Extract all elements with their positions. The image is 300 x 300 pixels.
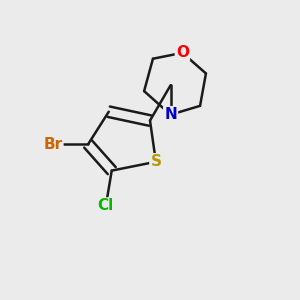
- Text: N: N: [164, 107, 177, 122]
- Text: Br: Br: [43, 136, 62, 152]
- Text: Cl: Cl: [98, 198, 114, 213]
- Text: O: O: [176, 45, 189, 60]
- Text: S: S: [150, 154, 161, 169]
